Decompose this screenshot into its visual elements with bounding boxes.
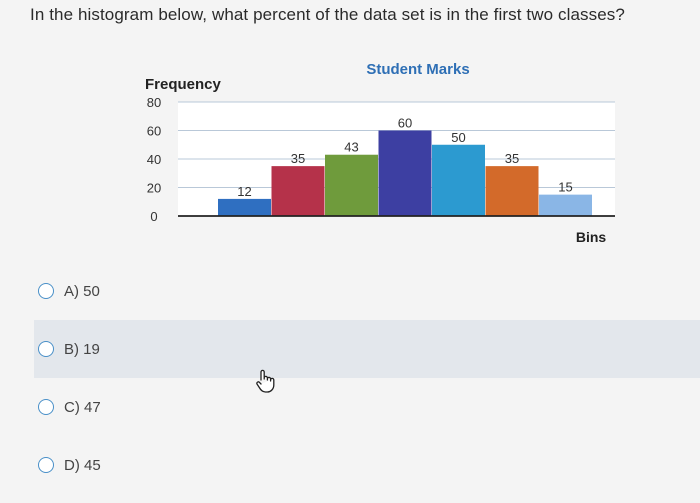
- bar-value-label: 60: [398, 116, 412, 131]
- y-tick-label: 60: [147, 124, 161, 139]
- chart-title: Student Marks: [366, 61, 469, 78]
- radio-c[interactable]: [38, 399, 54, 415]
- histogram-bar: [325, 154, 378, 216]
- radio-d[interactable]: [38, 457, 54, 473]
- y-tick-label: 0: [150, 209, 157, 224]
- option-d[interactable]: D) 45: [34, 436, 700, 494]
- y-axis-label: Frequency: [145, 76, 222, 93]
- bar-value-label: 35: [291, 151, 305, 166]
- option-b[interactable]: B) 19: [34, 320, 700, 378]
- x-axis-label: Bins: [576, 229, 607, 245]
- histogram-bar: [378, 130, 432, 216]
- bar-value-label: 43: [344, 140, 358, 155]
- option-b-label: B) 19: [64, 340, 100, 358]
- histogram-bar: [271, 166, 325, 216]
- histogram-bar: [539, 194, 592, 216]
- hand-pointer-icon: [256, 369, 275, 393]
- histogram-bar: [432, 144, 485, 216]
- option-a[interactable]: A) 50: [34, 262, 700, 320]
- option-c[interactable]: C) 47: [34, 378, 700, 436]
- radio-a[interactable]: [38, 283, 54, 299]
- option-c-label: C) 47: [64, 398, 101, 416]
- option-d-label: D) 45: [64, 456, 101, 474]
- radio-b[interactable]: [38, 341, 54, 357]
- bar-value-label: 12: [237, 184, 251, 199]
- y-tick-label: 20: [147, 181, 161, 196]
- histogram-svg: Student Marks Frequency 80 60 40 20 0 12 35 43 60 5…: [145, 61, 615, 245]
- y-tick-label: 80: [147, 95, 161, 110]
- histogram-chart: Student Marks Frequency 80 60 40 20 0 12 35 43 60 5…: [145, 61, 615, 245]
- bar-value-label: 50: [451, 130, 465, 145]
- y-tick-label: 40: [147, 152, 161, 167]
- bar-value-label: 15: [558, 180, 572, 195]
- histogram-bar: [218, 198, 271, 216]
- bar-value-label: 35: [505, 151, 519, 166]
- histogram-bar: [485, 166, 539, 216]
- option-a-label: A) 50: [64, 282, 100, 300]
- question-text: In the histogram below, what percent of …: [30, 5, 625, 24]
